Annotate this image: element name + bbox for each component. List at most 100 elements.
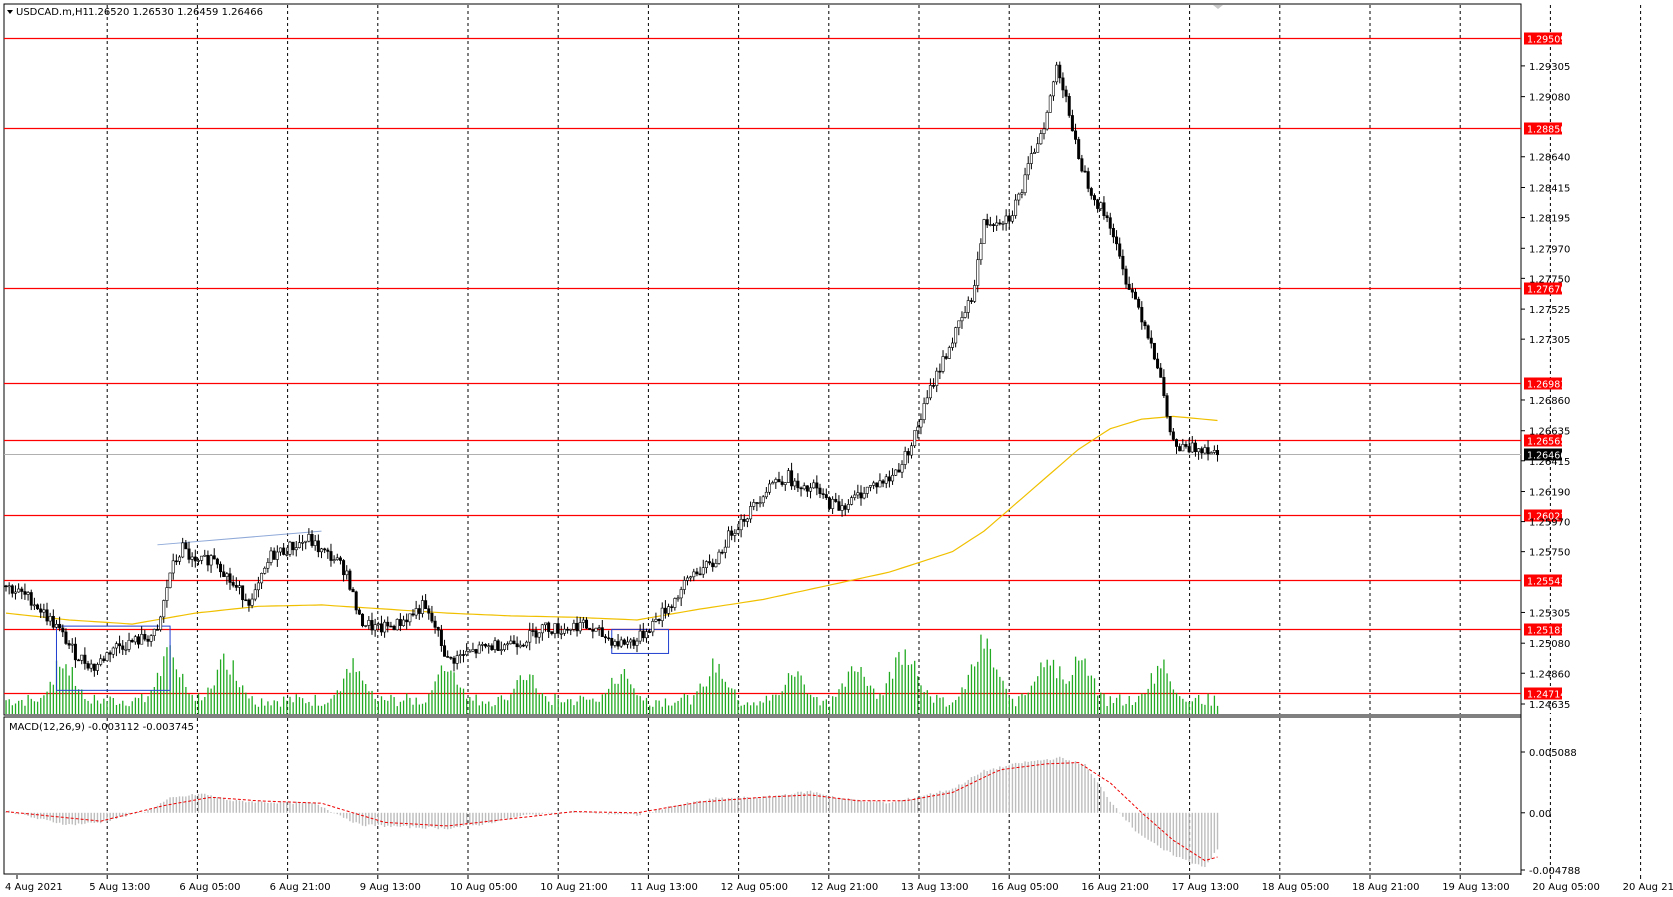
- volume-bar: [1030, 685, 1033, 714]
- volume-bar: [835, 696, 837, 714]
- scroll-marker-icon[interactable]: [1213, 5, 1223, 9]
- macd-hist-bar: [948, 790, 951, 813]
- volume-bar: [1078, 660, 1080, 714]
- macd-hist-bar: [308, 802, 310, 813]
- candle-body: [1042, 128, 1046, 134]
- volume-bar: [992, 667, 995, 714]
- macd-hist-bar: [181, 796, 184, 813]
- volume-bar: [18, 700, 20, 714]
- candle-body: [831, 498, 835, 509]
- volume-bar: [1002, 680, 1004, 714]
- volume-bar: [696, 691, 698, 714]
- volume-bar: [1197, 695, 1200, 714]
- time-tick-label: 5 Aug 13:00: [89, 882, 150, 893]
- macd-hist-bar: [582, 812, 585, 813]
- macd-hist-bar: [1156, 812, 1159, 846]
- volume-bar: [1194, 697, 1197, 714]
- macd-hist-bar: [478, 812, 480, 826]
- volume-bar: [869, 685, 872, 714]
- macd-hist-bar: [790, 794, 793, 813]
- volume-bar: [100, 703, 102, 714]
- candle-body: [774, 479, 778, 483]
- macd-hist-bar: [522, 812, 525, 816]
- volume-bar: [1046, 659, 1048, 714]
- candle-body: [316, 540, 320, 553]
- macd-hist-bar: [967, 779, 969, 813]
- volume-bar: [103, 698, 105, 714]
- candle-body: [1146, 325, 1150, 339]
- candle-body: [660, 607, 664, 621]
- volume-bar: [809, 694, 812, 714]
- volume-bar: [5, 700, 7, 714]
- volume-bar: [671, 705, 673, 714]
- volume-bar: [1163, 659, 1165, 714]
- volume-bar: [223, 653, 225, 714]
- macd-hist-bar: [866, 801, 869, 813]
- macd-hist-bar: [895, 801, 897, 813]
- macd-hist-bar: [696, 801, 698, 813]
- macd-hist-bar: [106, 812, 108, 822]
- price-tick-label: 1.28415: [1529, 183, 1570, 194]
- candle-body: [111, 647, 115, 655]
- candle-body: [626, 641, 630, 645]
- macd-hist-bar: [721, 797, 723, 813]
- dropdown-triangle-icon[interactable]: [7, 10, 13, 14]
- macd-hist-bar: [765, 796, 768, 813]
- volume-bar: [298, 697, 301, 714]
- macd-hist-bar: [374, 812, 376, 827]
- candle-body: [998, 222, 1002, 225]
- macd-hist-bar: [712, 798, 714, 813]
- volume-bar: [573, 705, 575, 714]
- macd-hist-bar: [93, 812, 96, 823]
- candle-body: [301, 541, 305, 544]
- candle-body: [70, 643, 74, 646]
- macd-hist-bar: [1036, 760, 1039, 813]
- macd-hist-bar: [708, 798, 711, 813]
- candle-body: [607, 637, 611, 640]
- volume-bar: [677, 700, 679, 714]
- macd-hist-bar: [1096, 782, 1099, 813]
- time-tick-label: 13 Aug 13:00: [901, 882, 968, 893]
- macd-hist-bar: [1033, 760, 1036, 813]
- candle-body: [45, 609, 49, 622]
- candle-body: [212, 555, 216, 560]
- volume-bar: [453, 672, 455, 714]
- candle-body: [506, 643, 510, 646]
- candle-body: [928, 385, 932, 399]
- macd-hist-bar: [197, 793, 200, 813]
- volume-bar: [513, 688, 515, 714]
- range-boxes[interactable]: [55, 530, 670, 691]
- macd-hist-bar: [235, 799, 238, 813]
- macd-hist-bar: [267, 802, 269, 813]
- macd-hist-bar: [226, 800, 228, 813]
- volume-bar: [1216, 705, 1219, 714]
- volume-bar: [1005, 688, 1007, 714]
- macd-hist-bar: [1068, 760, 1070, 813]
- macd-hist-bar: [109, 812, 111, 821]
- candle-body: [679, 589, 683, 599]
- candle-body: [73, 643, 77, 661]
- volume-bar: [847, 671, 850, 714]
- candle-body: [502, 644, 506, 650]
- volume-bar: [440, 665, 443, 714]
- macd-hist-bar: [1046, 759, 1048, 813]
- volume-bar: [450, 670, 452, 714]
- volume-bar: [308, 701, 310, 714]
- volume-bar: [286, 700, 288, 714]
- candle-body: [127, 639, 131, 650]
- volume-bar: [519, 675, 521, 714]
- macd-hist-bar: [412, 812, 414, 827]
- candle-body: [689, 576, 693, 579]
- volume-bar: [800, 675, 802, 714]
- macd-hist-bar: [456, 812, 458, 827]
- candle-body: [446, 656, 450, 658]
- volume-bar: [1207, 693, 1209, 714]
- price-level-tag: [1524, 687, 1562, 700]
- macd-hist-bar: [686, 802, 689, 813]
- volume-bar: [1156, 665, 1159, 714]
- candle-body: [780, 481, 784, 485]
- price-levels[interactable]: 1.29509 1.28850 1.27676 1.26981 1.26565 1.260…: [4, 32, 1566, 701]
- macd-hist-bar: [1062, 757, 1064, 813]
